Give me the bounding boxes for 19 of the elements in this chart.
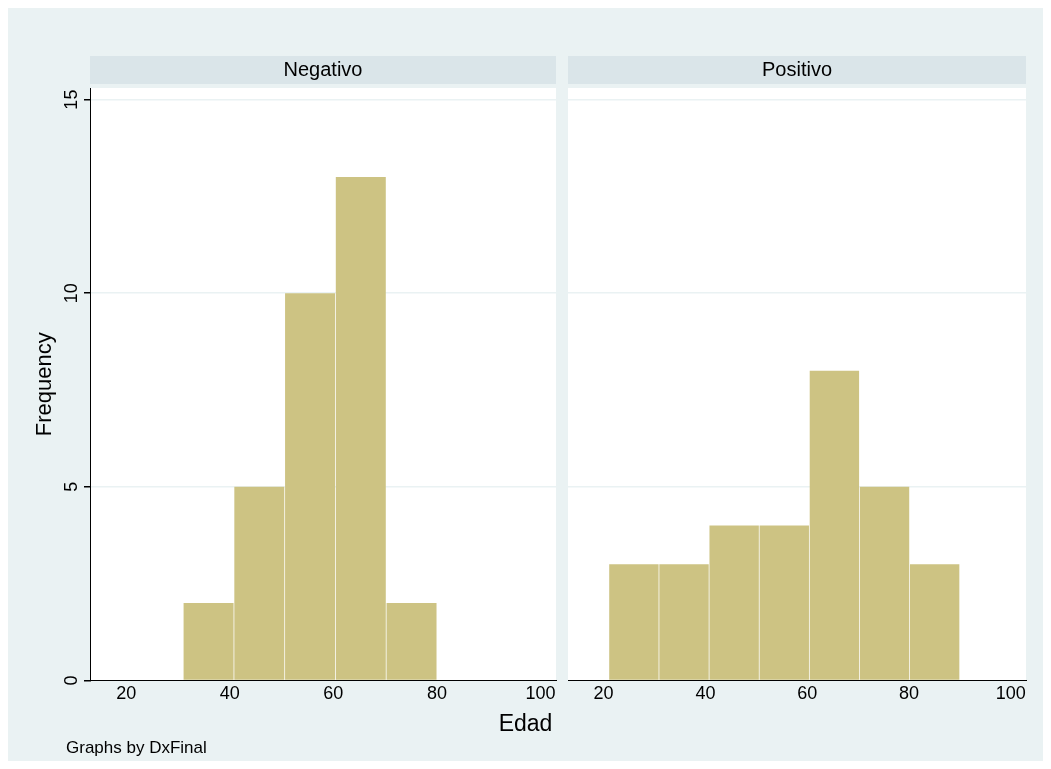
y-tick-label: 10 <box>60 283 81 304</box>
x-tick-label: 40 <box>695 683 716 704</box>
x-tick-label: 40 <box>219 683 240 704</box>
x-tick-label: 60 <box>797 683 818 704</box>
y-tick-label: 5 <box>60 481 81 492</box>
x-tick-label: 20 <box>116 683 137 704</box>
x-tick-label: 80 <box>898 683 919 704</box>
x-tick-label: 100 <box>525 683 556 704</box>
text: Graphs by DxFinal <box>66 738 207 758</box>
y-tick-label: 15 <box>60 89 81 110</box>
x-tick-label: 60 <box>323 683 344 704</box>
x-tick-label: 80 <box>426 683 447 704</box>
chart-title: Positivo <box>761 57 833 80</box>
y-tick-label: 0 <box>60 675 81 686</box>
chart-title: Negativo <box>283 57 363 80</box>
x-tick-label: 20 <box>593 683 614 704</box>
x-tick-label: 100 <box>995 683 1026 704</box>
x-axis-title: Edad <box>497 710 554 737</box>
y-axis-title: Frequency <box>31 332 57 437</box>
